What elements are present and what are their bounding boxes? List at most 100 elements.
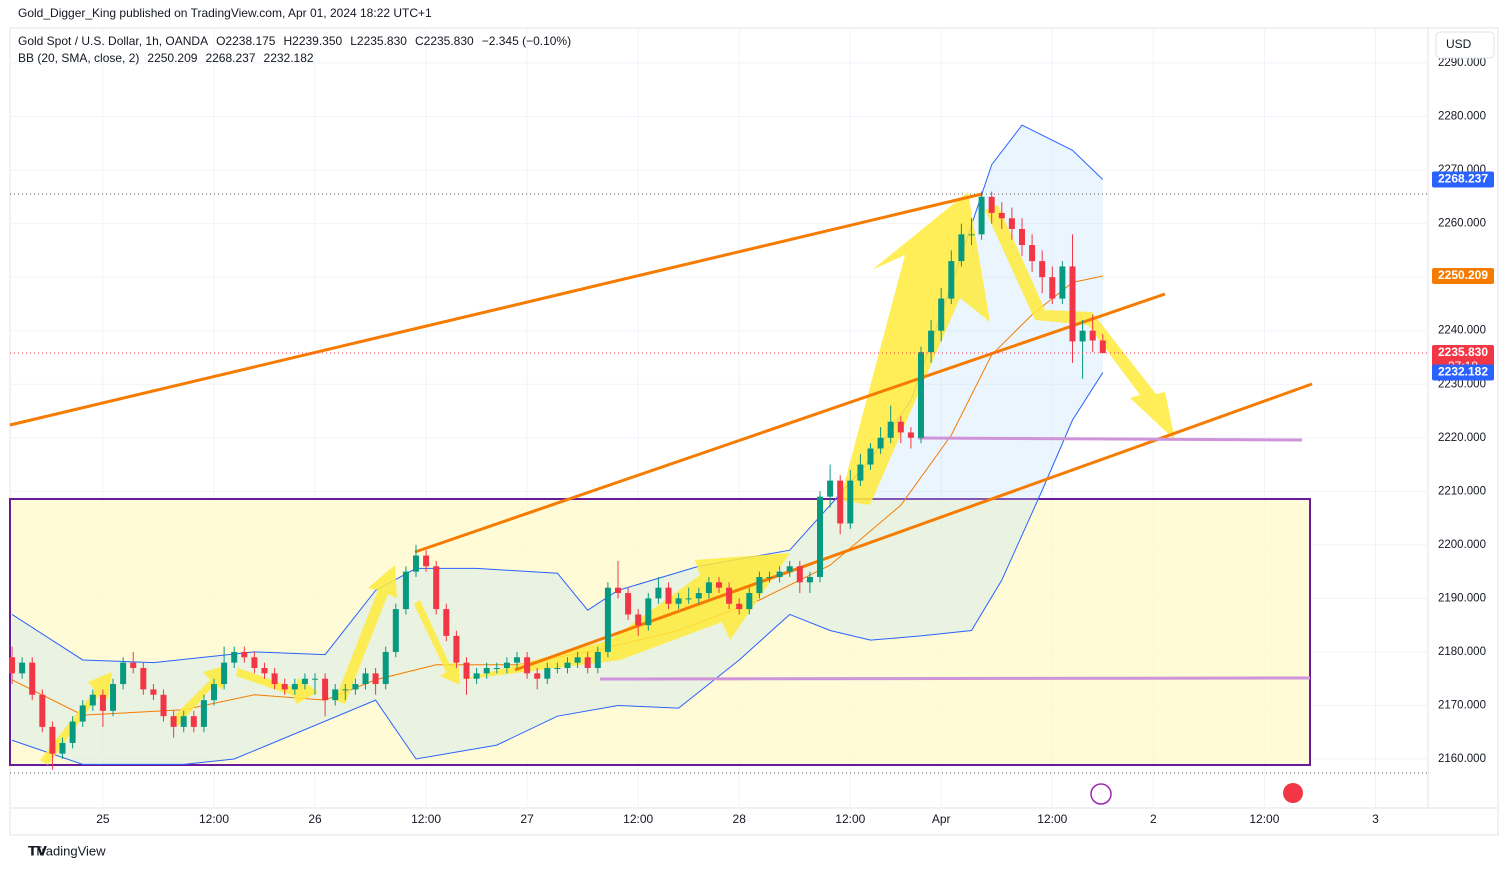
candle-body [291, 684, 298, 690]
candle-body [69, 721, 76, 743]
candle-body [695, 593, 702, 599]
support-line [917, 436, 1303, 442]
candle-body [1059, 266, 1066, 299]
candle-body [120, 662, 127, 685]
candle-body [877, 437, 884, 449]
x-tick-label: 2 [1150, 812, 1157, 826]
candle-body [49, 726, 56, 754]
candle-body [544, 667, 551, 679]
bb-legend: BB (20, SMA, close, 2) [18, 51, 139, 65]
ohlc-key: L [350, 34, 357, 48]
candle-body [958, 234, 965, 262]
candle-body [140, 667, 147, 690]
event-icon[interactable] [1283, 783, 1303, 803]
y-tick-label: 2190.000 [1438, 592, 1486, 604]
currency[interactable]: USD [1446, 37, 1472, 51]
ohlc-value: 2235.830 [357, 34, 407, 48]
candle-body [372, 673, 379, 685]
x-tick-label: Apr [932, 812, 951, 826]
x-tick-label: 28 [733, 812, 747, 826]
bb-value: 2250.209 [147, 51, 197, 65]
candle-body [837, 480, 844, 524]
currency-button[interactable] [1435, 31, 1495, 59]
candle-body [847, 480, 854, 524]
candle-body [382, 651, 389, 685]
candle-body [1079, 330, 1086, 342]
x-tick-label: 12:00 [411, 812, 441, 826]
candle-body [89, 694, 96, 706]
arrow [335, 565, 397, 704]
candle-body [625, 593, 632, 615]
candle-body [59, 742, 66, 754]
candle-body [190, 716, 197, 727]
candle-body [675, 598, 682, 604]
candle-body [342, 689, 349, 691]
candle-body [9, 657, 16, 674]
price-badge [1432, 364, 1494, 381]
symbol: Gold Spot / U.S. Dollar, 1h, OANDA [18, 34, 208, 48]
candle-body [170, 716, 177, 727]
x-tick-label: 12:00 [199, 812, 229, 826]
candle-body [816, 496, 823, 577]
y-tick-label: 2160.000 [1438, 753, 1486, 765]
event-icon[interactable] [1090, 783, 1112, 805]
candle-body [79, 705, 86, 722]
x-tick-label: 12:00 [835, 812, 865, 826]
candle-body [907, 432, 914, 438]
candle-body [796, 566, 803, 583]
arrow [236, 668, 318, 704]
candle-body [524, 657, 531, 674]
bb-value: 2268.237 [205, 51, 255, 65]
candle-body [716, 582, 722, 588]
candle-body [857, 464, 864, 481]
price-badge-label: 2268.237 [1438, 172, 1488, 186]
candle-body [594, 651, 601, 668]
trendline [414, 292, 1166, 554]
published: Gold_Digger_King published on TradingVie… [18, 6, 432, 20]
candle-body [1008, 218, 1015, 229]
candle-body [221, 662, 228, 685]
y-tick-label: 2240.000 [1438, 325, 1486, 337]
y-tick-label: 2170.000 [1438, 700, 1486, 712]
price-badge-label: 2250.209 [1438, 268, 1488, 282]
candle-body [503, 662, 510, 668]
candle-body [554, 667, 561, 669]
candle-body [534, 673, 541, 679]
candle-body [463, 662, 470, 679]
candle-body [160, 694, 167, 717]
x-tick-label: 27 [520, 812, 534, 826]
price-badge-label: 2232.182 [1438, 365, 1488, 379]
candle-body [574, 657, 581, 663]
arrow [170, 665, 228, 726]
x-tick-label: 12:00 [1249, 812, 1279, 826]
candle-body [1089, 330, 1096, 341]
candle-body [786, 566, 793, 572]
candle-body [392, 609, 399, 652]
candle-body [705, 582, 712, 594]
candle-body [312, 678, 319, 680]
candle-body [332, 689, 339, 701]
candle-body [635, 614, 642, 626]
candle-body [271, 673, 278, 685]
candle-body [1049, 277, 1056, 299]
candle-body [604, 587, 611, 652]
candle-body [948, 261, 955, 299]
candle-body [685, 598, 692, 600]
candle-body [19, 662, 26, 674]
y-tick-label: 2200.000 [1438, 539, 1486, 551]
candle-body [29, 662, 36, 695]
y-tick-label: 2210.000 [1438, 485, 1486, 497]
price-badge [1432, 171, 1494, 188]
candle-body [352, 684, 359, 690]
candle-body [1018, 228, 1025, 246]
candle-body [402, 571, 409, 610]
band-line [11, 372, 1104, 765]
candle-body [130, 662, 137, 668]
candle-body [978, 196, 985, 235]
ohlc-key: C [415, 34, 424, 48]
y-tick-label: 2290.000 [1438, 57, 1486, 69]
candle-body [453, 635, 460, 663]
band-fill [12, 125, 1103, 765]
ohlc-key: O [216, 34, 225, 48]
